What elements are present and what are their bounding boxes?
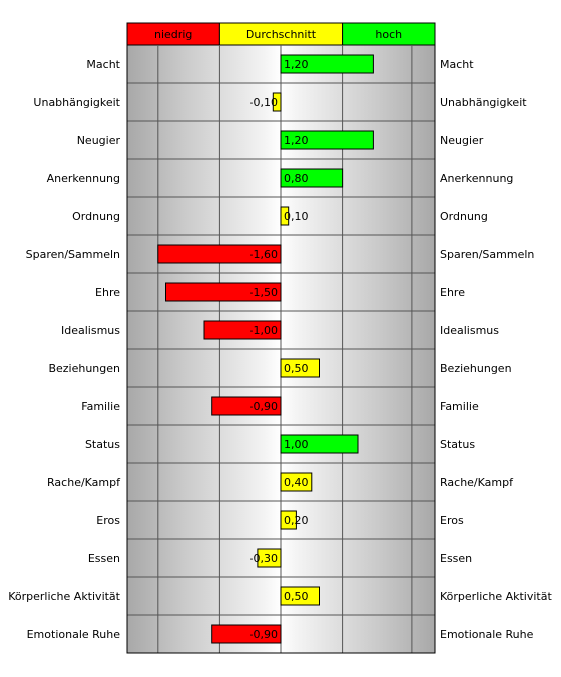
value-label-13: -0,30 xyxy=(250,552,278,565)
band-label-2: hoch xyxy=(375,28,402,41)
category-label-left-10: Status xyxy=(85,438,120,451)
category-label-right-6: Ehre xyxy=(440,286,465,299)
value-label-8: 0,50 xyxy=(284,362,309,375)
bar-10 xyxy=(280,434,359,454)
category-label-right-0: Macht xyxy=(440,58,474,71)
category-label-left-8: Beziehungen xyxy=(48,362,120,375)
category-label-right-8: Beziehungen xyxy=(440,362,512,375)
category-label-right-9: Familie xyxy=(440,400,479,413)
value-label-3: 0,80 xyxy=(284,172,309,185)
category-label-left-5: Sparen/Sammeln xyxy=(26,248,120,261)
bar-0 xyxy=(280,54,374,74)
bar-11 xyxy=(280,472,313,492)
bar-15 xyxy=(211,624,282,644)
bar-6 xyxy=(165,282,282,302)
category-label-left-9: Familie xyxy=(81,400,120,413)
value-label-1: -0,10 xyxy=(250,96,278,109)
category-label-right-15: Emotionale Ruhe xyxy=(440,628,534,641)
value-label-0: 1,20 xyxy=(284,58,309,71)
bar-13 xyxy=(257,548,282,568)
plot-frame xyxy=(126,22,436,654)
category-label-left-3: Anerkennung xyxy=(47,172,120,185)
bar-14 xyxy=(280,586,320,606)
value-label-15: -0,90 xyxy=(250,628,278,641)
category-label-left-14: Körperliche Aktivität xyxy=(8,590,120,603)
value-label-11: 0,40 xyxy=(284,476,309,489)
value-label-2: 1,20 xyxy=(284,134,309,147)
value-label-5: -1,60 xyxy=(250,248,278,261)
category-label-left-15: Emotionale Ruhe xyxy=(27,628,121,641)
bar-9 xyxy=(211,396,282,416)
bar-12 xyxy=(280,510,297,530)
category-label-right-1: Unabhängigkeit xyxy=(440,96,527,109)
category-label-right-11: Rache/Kampf xyxy=(440,476,514,489)
category-label-left-1: Unabhängigkeit xyxy=(33,96,120,109)
category-label-right-2: Neugier xyxy=(440,134,484,147)
bar-1 xyxy=(272,92,282,112)
category-label-right-13: Essen xyxy=(440,552,472,565)
category-label-right-4: Ordnung xyxy=(440,210,488,223)
category-label-right-12: Eros xyxy=(440,514,464,527)
bar-8 xyxy=(280,358,320,378)
category-label-left-2: Neugier xyxy=(77,134,121,147)
category-label-right-5: Sparen/Sammeln xyxy=(440,248,534,261)
category-label-left-6: Ehre xyxy=(95,286,120,299)
bar-4 xyxy=(280,206,290,226)
category-label-left-0: Macht xyxy=(86,58,120,71)
category-label-right-3: Anerkennung xyxy=(440,172,513,185)
band-label-0: niedrig xyxy=(154,28,192,41)
category-label-right-7: Idealismus xyxy=(440,324,499,337)
band-label-1: Durchschnitt xyxy=(246,28,317,41)
category-label-left-7: Idealismus xyxy=(61,324,120,337)
bar-3 xyxy=(280,168,344,188)
value-label-7: -1,00 xyxy=(250,324,278,337)
value-label-6: -1,50 xyxy=(250,286,278,299)
category-label-right-14: Körperliche Aktivität xyxy=(440,590,552,603)
category-label-left-12: Eros xyxy=(96,514,120,527)
value-label-9: -0,90 xyxy=(250,400,278,413)
value-label-12: 0,20 xyxy=(284,514,309,527)
category-label-left-11: Rache/Kampf xyxy=(47,476,121,489)
bar-5 xyxy=(157,244,282,264)
bar-2 xyxy=(280,130,374,150)
value-label-10: 1,00 xyxy=(284,438,309,451)
category-label-left-13: Essen xyxy=(88,552,120,565)
category-label-right-10: Status xyxy=(440,438,475,451)
category-label-left-4: Ordnung xyxy=(72,210,120,223)
bar-7 xyxy=(203,320,282,340)
value-label-4: 0,10 xyxy=(284,210,309,223)
value-label-14: 0,50 xyxy=(284,590,309,603)
